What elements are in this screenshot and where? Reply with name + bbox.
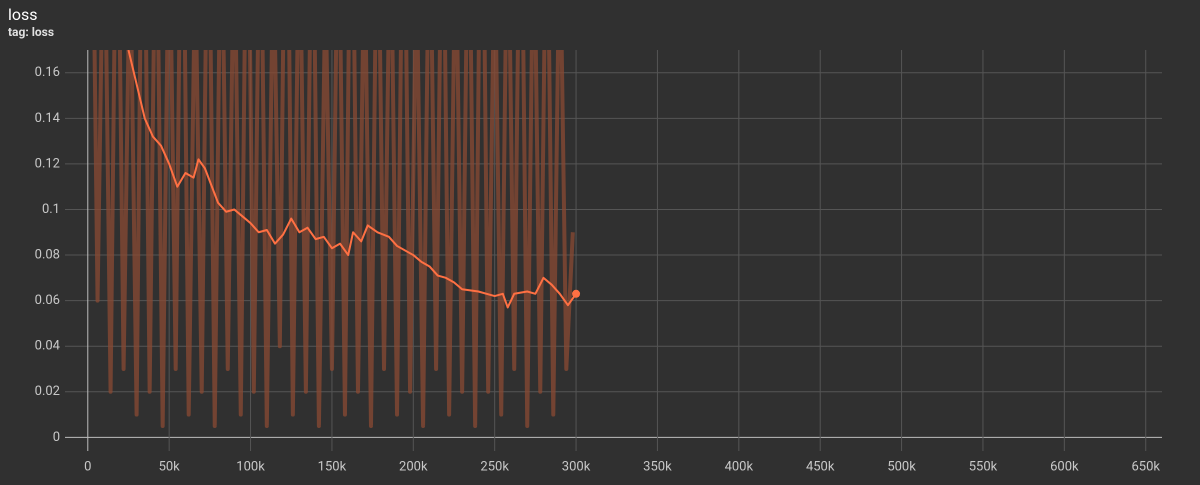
x-tick-label: 550k <box>969 459 998 474</box>
x-tick-label: 50k <box>159 459 181 474</box>
y-tick-label: 0.14 <box>35 111 61 126</box>
tick-labels: 0 0.02 0.04 0.06 0.08 0.1 0.12 0.14 0.16 0 50k 100k… <box>35 65 1161 474</box>
x-tick-label: 0 <box>84 459 91 474</box>
x-tick-label: 350k <box>643 459 672 474</box>
chart-title: loss <box>8 5 38 24</box>
y-tick-label: 0.1 <box>42 202 60 217</box>
y-tick-label: 0.04 <box>35 339 61 354</box>
y-tick-label: 0.08 <box>35 247 60 262</box>
x-tick-label: 600k <box>1050 459 1079 474</box>
x-tick-label: 150k <box>318 459 347 474</box>
plot-area <box>92 50 577 428</box>
last-point <box>572 289 581 298</box>
y-tick-label: 0.16 <box>35 65 60 80</box>
y-tick-label: 0.12 <box>35 156 60 171</box>
y-tick-label: 0.02 <box>35 384 60 399</box>
chart-subtitle: tag: loss <box>8 25 54 39</box>
x-tick-label: 400k <box>725 459 754 474</box>
raw-line <box>92 50 575 428</box>
x-tick-label: 500k <box>887 459 916 474</box>
x-tick-label: 300k <box>562 459 591 474</box>
x-tick-label: 200k <box>399 459 428 474</box>
y-tick-label: 0 <box>53 430 60 445</box>
x-tick-label: 650k <box>1131 459 1160 474</box>
x-tick-label: 100k <box>236 459 265 474</box>
smoothed-line <box>127 50 577 309</box>
y-tick-label: 0.06 <box>35 293 60 308</box>
x-tick-label: 450k <box>806 459 835 474</box>
x-tick-label: 250k <box>480 459 509 474</box>
